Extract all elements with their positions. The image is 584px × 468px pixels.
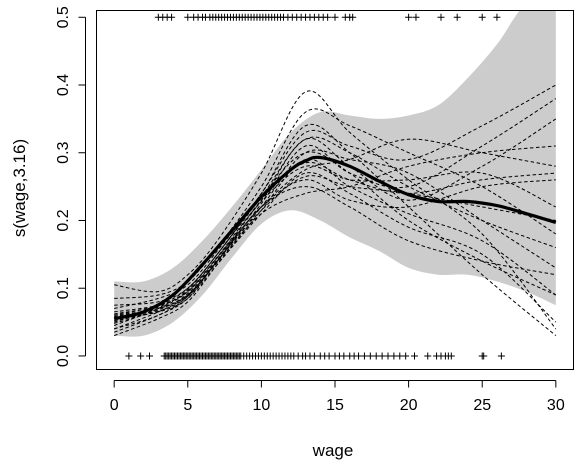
rug-mark-bottom <box>384 352 392 360</box>
rug-mark-top <box>324 13 332 21</box>
rug-mark-top <box>453 13 461 21</box>
x-axis-label: wage <box>312 441 354 460</box>
rug-mark-bottom <box>447 352 455 360</box>
simulated-curve <box>114 172 557 323</box>
rug-mark-bottom <box>146 352 153 360</box>
y-tick-label: 0.1 <box>55 277 72 299</box>
rug-mark-bottom <box>497 352 505 360</box>
rug-bottom <box>125 352 505 360</box>
rug-mark-top <box>405 13 413 21</box>
rug-mark-bottom <box>378 352 386 360</box>
rug-mark-bottom <box>480 352 488 360</box>
x-axis: 0 5 10 15 20 25 30 <box>110 380 565 414</box>
simulated-curve <box>114 98 557 330</box>
rug-mark-top <box>168 13 176 21</box>
simulated-curve <box>114 165 557 315</box>
rug-mark-bottom <box>360 352 368 360</box>
rug-mark-bottom <box>137 352 145 360</box>
rug-mark-bottom <box>411 352 418 360</box>
rug-mark-top <box>493 13 501 21</box>
simulated-curves <box>114 84 557 337</box>
rug-mark-top <box>412 13 420 21</box>
plot-frame <box>96 10 574 370</box>
x-tick-label: 5 <box>183 397 192 414</box>
rug-mark-top <box>331 13 339 21</box>
rug-mark-bottom <box>396 352 404 360</box>
y-tick-label: 0.0 <box>55 345 72 367</box>
y-axis: 0.0 0.1 0.2 0.3 0.4 0.5 <box>55 6 86 367</box>
simulated-curve <box>114 138 556 313</box>
simulated-curve <box>114 149 557 333</box>
fitted-smooth-line <box>113 155 557 321</box>
rug-mark-bottom <box>125 352 133 360</box>
simulated-curve <box>114 186 556 330</box>
simulated-curve <box>114 145 556 322</box>
rug-mark-top <box>437 13 445 21</box>
y-axis-label: s(wage,3.16) <box>10 139 29 237</box>
simulated-curve <box>114 151 557 306</box>
y-tick-label: 0.4 <box>55 74 72 96</box>
simulated-curve <box>114 84 557 316</box>
rug-mark-bottom <box>325 352 333 360</box>
x-tick-label: 0 <box>110 397 119 414</box>
rug-mark-bottom <box>366 352 374 360</box>
x-tick-label: 20 <box>400 397 418 414</box>
rug-mark-top <box>349 13 357 21</box>
y-tick-label: 0.5 <box>55 6 72 28</box>
rug-mark-top <box>184 13 192 21</box>
x-tick-label: 25 <box>473 397 491 414</box>
rug-mark-top <box>478 13 486 21</box>
rug-mark-bottom <box>340 352 348 360</box>
rug-top <box>154 13 501 21</box>
y-tick-label: 0.3 <box>55 141 72 163</box>
y-tick-label: 0.2 <box>55 209 72 231</box>
simulated-curve <box>114 136 556 318</box>
rug-mark-bottom <box>310 352 318 360</box>
simulated-curve <box>114 108 557 299</box>
rug-mark-bottom <box>390 352 398 360</box>
x-tick-label: 30 <box>547 397 565 414</box>
rug-mark-bottom <box>402 352 410 360</box>
simulated-curve <box>114 90 557 330</box>
x-tick-label: 15 <box>326 397 344 414</box>
x-tick-label: 10 <box>252 397 270 414</box>
rug-mark-bottom <box>424 352 432 360</box>
rug-mark-bottom <box>355 352 363 360</box>
rug-mark-bottom <box>372 352 380 360</box>
plot-body <box>113 10 557 360</box>
